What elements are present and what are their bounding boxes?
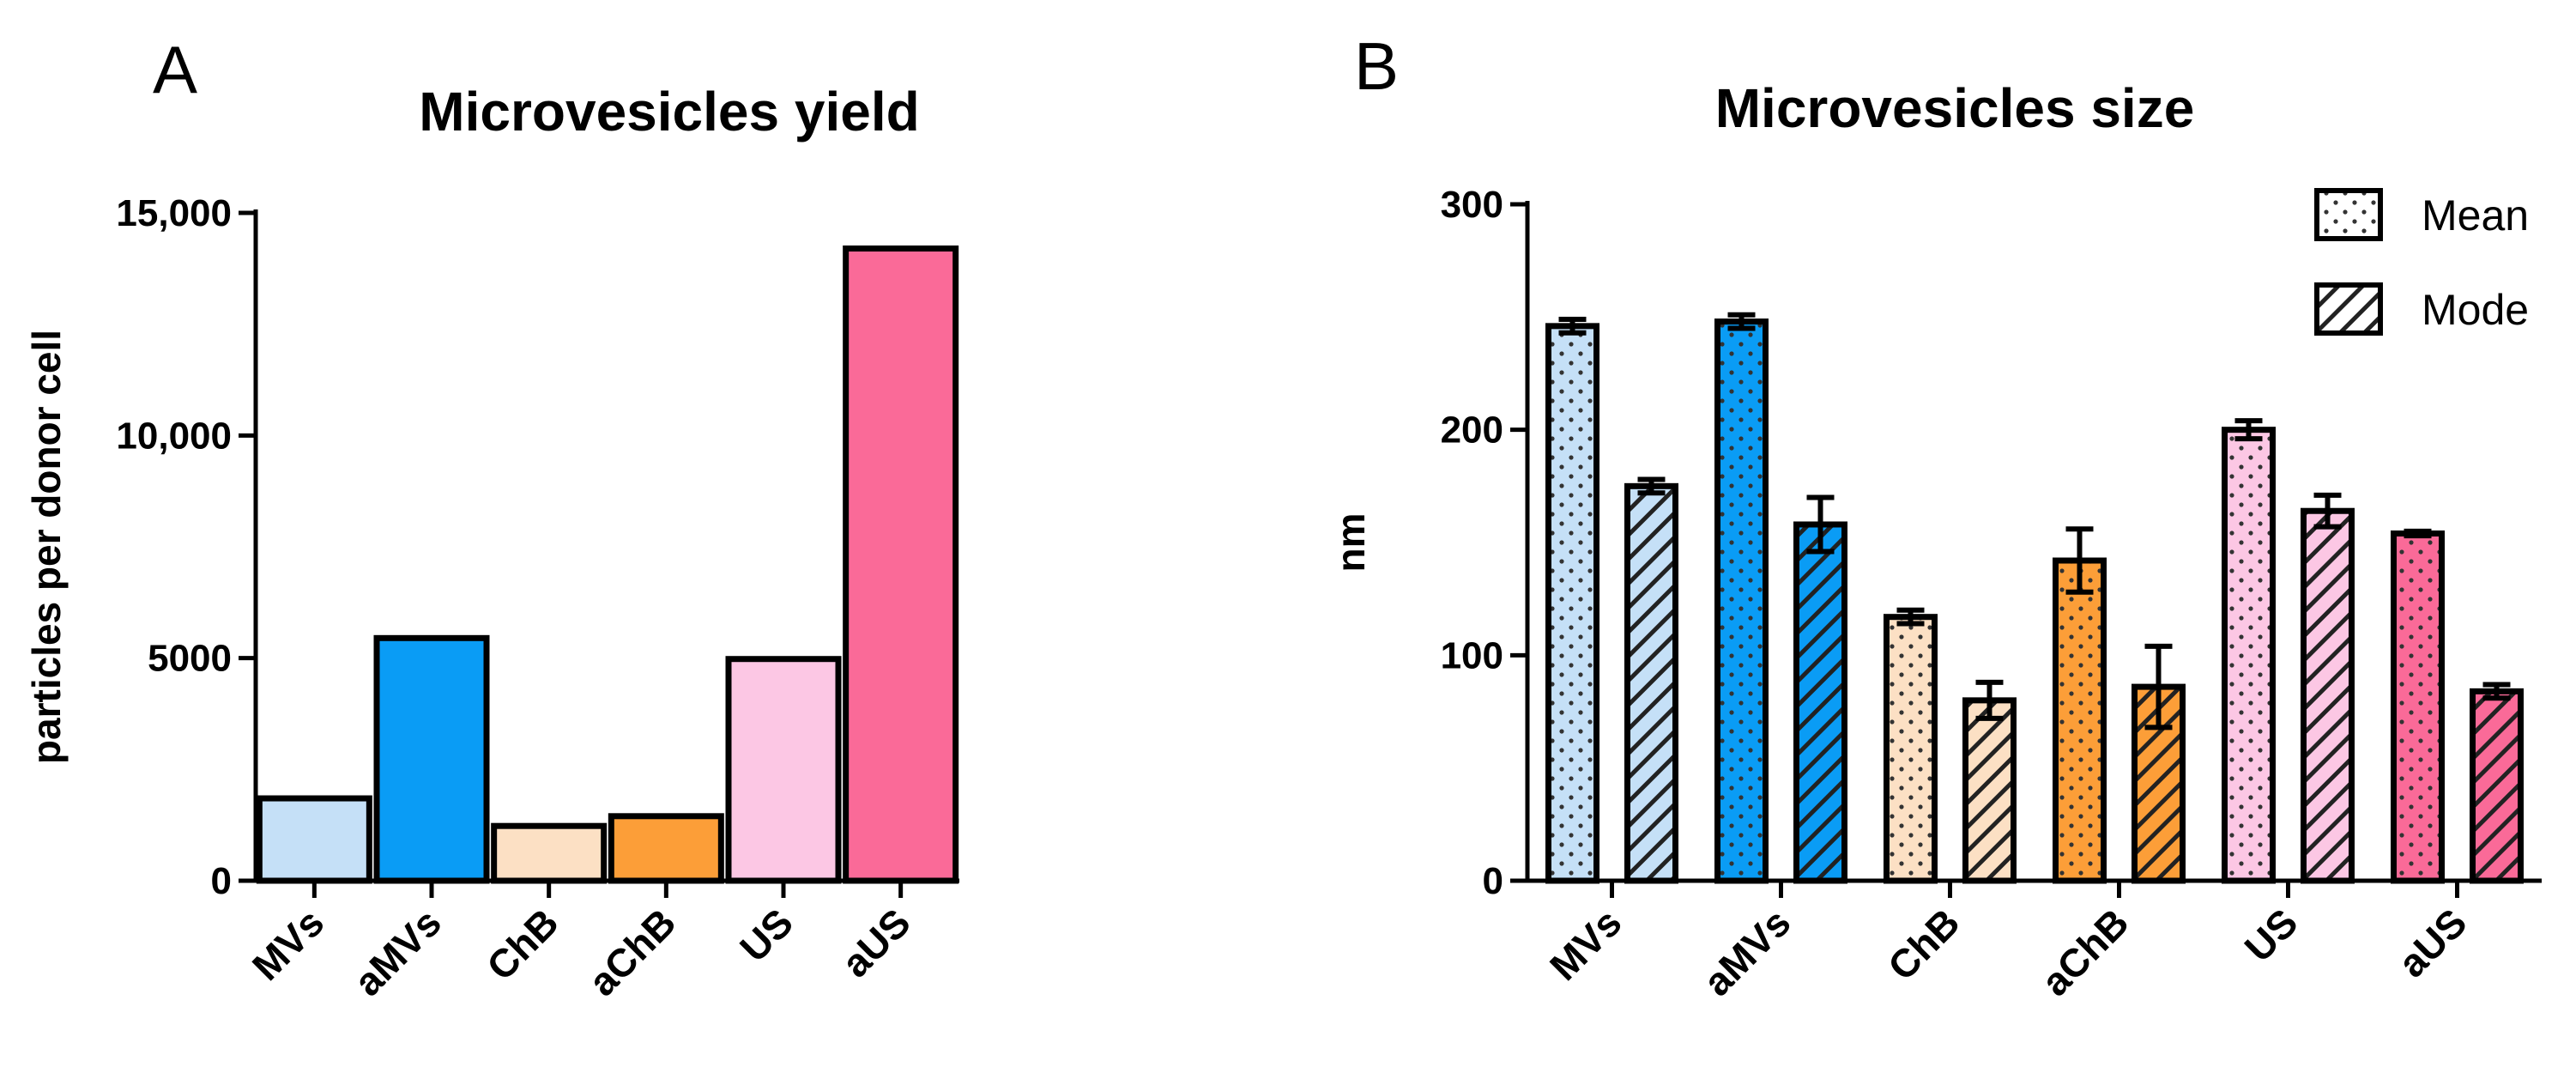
chart-a-y-axis-label: particles per donor cell: [24, 330, 69, 764]
chart-a-y-tick-label: 0: [211, 860, 232, 902]
chart-a-bar-US: [725, 656, 842, 884]
chart-a-bar-aUS: [843, 245, 959, 884]
chart-b-x-label-aMVs: aMVs: [1695, 900, 1799, 1004]
chart-b-bar-ChB-mode: [1962, 697, 2017, 884]
legend-label-mode: Mode: [2422, 286, 2529, 334]
chart-b-bar-aMVs-mode: [1793, 521, 1847, 884]
chart-a-x-label-aUS: aUS: [833, 900, 919, 985]
chart-b-x-label-MVs: MVs: [1541, 900, 1630, 989]
chart-a-y-tick-label: 10,000: [116, 415, 232, 457]
chart-b-bar-US-mean: [2222, 427, 2276, 884]
chart-b-bar-US-mode: [2301, 507, 2355, 884]
panel-b-size-chart: B Microvesicles size nm 0 100 200 300 MVs aMVs Ch…: [1328, 28, 2542, 1004]
chart-b-bar-MVs-mean: [1545, 323, 1599, 884]
chart-a-title: Microvesicles yield: [419, 81, 919, 142]
chart-b-y-tick-label: 0: [1483, 860, 1503, 902]
chart-b-y-tick-label: 300: [1441, 184, 1503, 226]
chart-a-x-label-aMVs: aMVs: [345, 900, 450, 1004]
legend-swatch-mean: [2314, 188, 2383, 241]
chart-b-y-tick-label: 100: [1441, 634, 1503, 676]
chart-a-bar-ChB: [491, 822, 608, 884]
chart-a-x-label-aChB: aChB: [580, 900, 685, 1004]
legend-swatch-mode: [2314, 282, 2383, 336]
chart-b-bar-aChB-mean: [2053, 557, 2107, 884]
chart-b-bar-aMVs-mean: [1714, 318, 1769, 884]
chart-a-bar-aMVs: [373, 634, 490, 884]
chart-b-bar-ChB-mean: [1884, 614, 1938, 884]
chart-a-y-tick-label: 15,000: [116, 192, 232, 234]
chart-b-title: Microvesicles size: [1715, 77, 2195, 139]
chart-b-y-tick-label: 200: [1441, 409, 1503, 452]
chart-b-x-label-ChB: ChB: [1879, 900, 1968, 989]
chart-b-x-label-aUS: aUS: [2390, 900, 2476, 985]
chart-a-bar-aChB: [608, 813, 724, 884]
chart-b-x-label-US: US: [2236, 900, 2307, 970]
chart-b-bar-aUS-mean: [2391, 530, 2445, 884]
chart-b-legend: Mean Mode: [2314, 188, 2529, 336]
chart-a-y-tick-label: 5000: [148, 638, 232, 680]
chart-b-y-axis-label: nm: [1328, 513, 1373, 573]
chart-b-bar-MVs-mode: [1624, 482, 1678, 884]
chart-a-bar-MVs: [256, 795, 372, 884]
chart-b-bar-aUS-mode: [2470, 688, 2524, 884]
panel-a-yield-chart: A Microvesicles yield particles per donor …: [24, 32, 959, 1004]
chart-b-x-label-aChB: aChB: [2033, 900, 2138, 1004]
legend-label-mean: Mean: [2422, 191, 2529, 239]
chart-a-x-label-ChB: ChB: [478, 900, 567, 989]
chart-a-x-label-US: US: [731, 900, 801, 970]
panel-b-letter: B: [1354, 28, 1399, 104]
panel-a-letter: A: [153, 32, 197, 107]
chart-a-x-label-MVs: MVs: [244, 900, 333, 989]
